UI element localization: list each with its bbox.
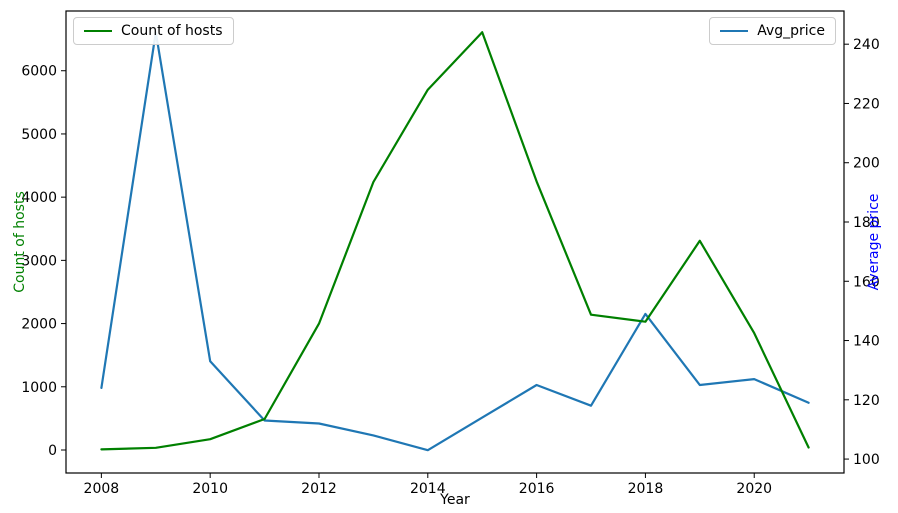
- left-y-tick-label: 0: [48, 443, 57, 459]
- left-y-axis-label: Count of hosts: [12, 191, 28, 293]
- left-y-tick-label: 1000: [21, 380, 57, 396]
- left-y-tick-label: 5000: [21, 127, 57, 143]
- left-y-tick-label: 2000: [21, 317, 57, 333]
- x-axis-label: Year: [440, 492, 470, 508]
- legend-label-count-of-hosts: Count of hosts: [121, 23, 223, 39]
- series-line-count-of-hosts: [100, 31, 810, 451]
- right-y-tick-label: 120: [853, 393, 880, 409]
- right-y-tick-label: 160: [853, 274, 880, 290]
- series-line-avg-price: [100, 31, 810, 452]
- x-tick-label: 2008: [84, 481, 120, 497]
- left-y-tick-label: 4000: [21, 190, 57, 206]
- right-y-tick-label: 100: [853, 452, 880, 468]
- right-y-tick-label: 180: [853, 215, 880, 231]
- legend-line-sample-green: [84, 30, 112, 32]
- left-y-tick-label: 6000: [21, 64, 57, 80]
- right-y-tick-label: 140: [853, 334, 880, 350]
- legend-line-sample-blue: [720, 30, 749, 32]
- x-tick-label: 2010: [192, 481, 228, 497]
- right-y-axis-label: Average price: [866, 193, 882, 291]
- x-tick-label: 2018: [628, 481, 664, 497]
- x-tick-label: 2014: [410, 481, 446, 497]
- legend-label-avg-price: Avg_price: [757, 23, 825, 39]
- x-tick-label: 2016: [519, 481, 555, 497]
- x-tick-label: 2020: [736, 481, 772, 497]
- right-y-tick-label: 220: [853, 96, 880, 112]
- right-y-tick-label: 240: [853, 37, 880, 53]
- right-y-tick-label: 200: [853, 156, 880, 172]
- legend-count-of-hosts: Count of hosts: [73, 17, 234, 45]
- left-y-tick-label: 3000: [21, 253, 57, 269]
- x-tick-label: 2012: [301, 481, 337, 497]
- legend-avg-price: Avg_price: [709, 17, 836, 45]
